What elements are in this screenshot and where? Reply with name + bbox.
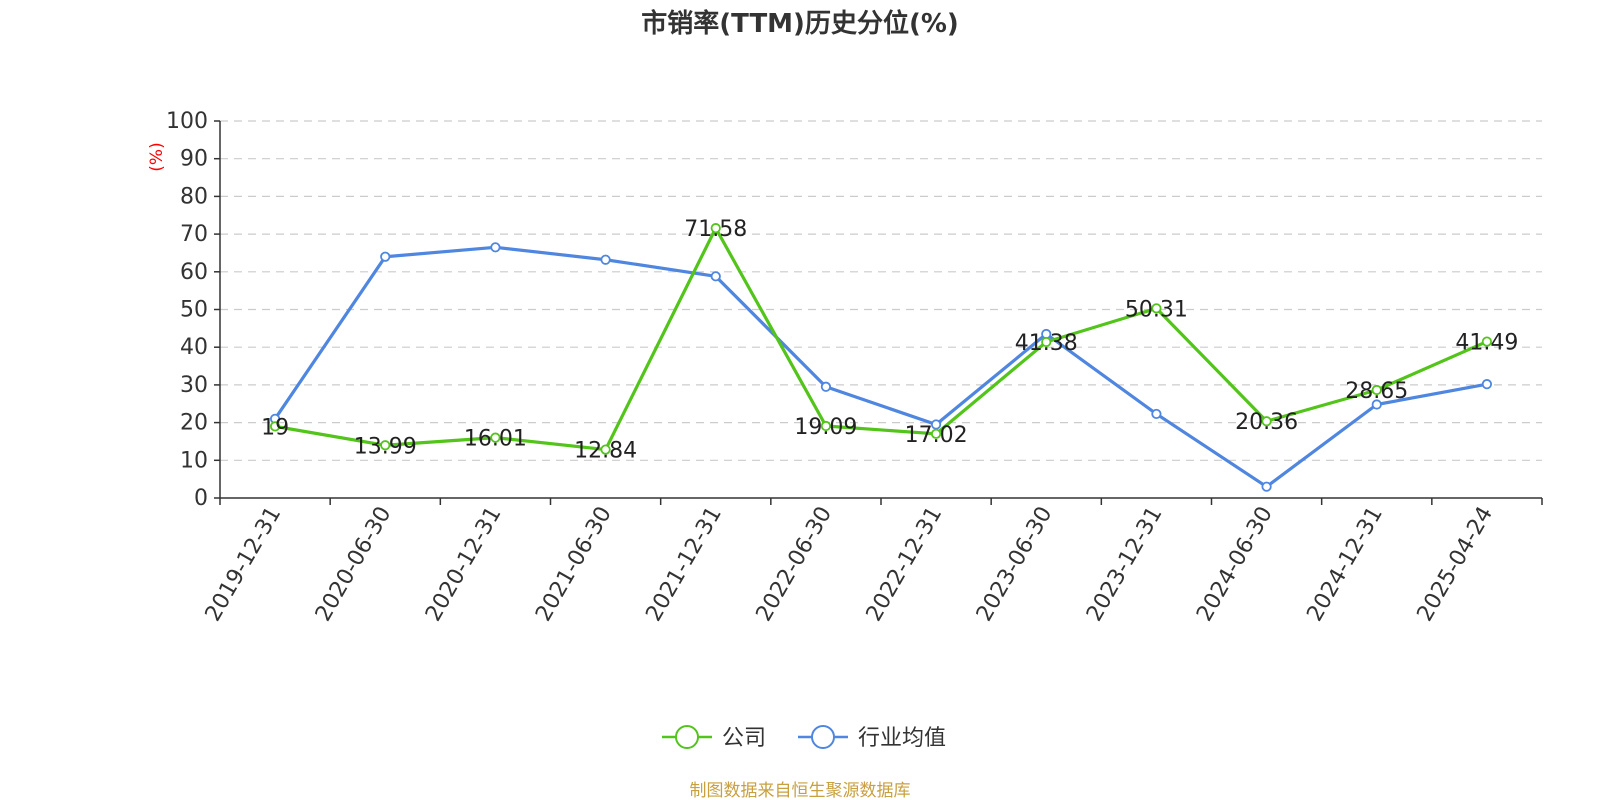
x-tick-label: 2022-06-30 [752,503,838,626]
y-tick-label: 50 [180,298,208,323]
x-tick-label: 2021-06-30 [531,503,617,626]
data-point [1481,336,1493,347]
data-point [1371,384,1382,396]
data-label: 41.49 [1455,331,1518,356]
x-tick-label: 2024-06-30 [1192,503,1278,626]
data-label: 19 [261,415,289,440]
data-labels: 19 13.99 16.01 12.84 71.58 19.09 17.02 41.38 50.… [261,217,1518,463]
axes: 0 10 20 30 40 50 60 70 80 90 100 2019-12-31 2020-06-… [166,109,1543,626]
grid-lines [220,120,1542,461]
x-tick-label: 2020-06-30 [311,503,397,626]
data-label: 13.99 [354,434,417,459]
legend[interactable]: 公司 行业均值 [662,725,946,751]
data-point [600,444,611,455]
legend-marker-icon [675,725,699,749]
data-point [1151,408,1162,420]
y-tick-label: 100 [166,109,208,134]
series-行业均值 [269,242,1493,492]
data-point [380,251,391,262]
data-label: 71.58 [684,217,747,242]
data-point [380,440,391,451]
y-tick-label: 10 [180,448,208,473]
x-tick-label: 2023-12-31 [1082,503,1168,626]
y-tick-label: 80 [180,184,208,209]
x-tick-label: 2024-12-31 [1302,503,1388,626]
y-tick-label: 60 [180,260,208,285]
legend-item-1[interactable]: 行业均值 [798,725,946,751]
data-point [1481,379,1493,390]
y-tick-label: 40 [180,335,208,360]
data-label: 12.84 [574,439,637,464]
x-tick-label: 2025-04-24 [1413,503,1499,626]
data-point [490,242,501,253]
legend-item-0[interactable]: 公司 [662,725,766,751]
x-tick-label: 2023-06-30 [972,503,1058,626]
data-label: 16.01 [464,427,527,452]
y-tick-label: 90 [180,147,208,172]
data-point [710,223,721,234]
chart-title: 市销率(TTM)历史分位(%) [641,8,959,39]
data-point [1151,303,1162,314]
data-point [1041,336,1052,348]
data-label: 20.36 [1235,410,1298,435]
data-point [710,271,721,282]
x-tick-label: 2021-12-31 [641,503,727,626]
x-tick-label: 2020-12-31 [421,502,507,625]
data-point [1371,399,1382,410]
legend-label: 行业均值 [858,726,946,751]
series-公司 [269,223,1493,455]
y-tick-label: 70 [180,222,208,247]
data-point [820,420,832,432]
data-point [600,254,611,265]
data-point [930,419,942,430]
x-tick-label: 2022-12-31 [862,502,948,625]
data-label: 19.09 [794,415,857,440]
y-tick-label: 0 [194,486,208,511]
series-line [273,245,1488,489]
series-lines [269,223,1493,492]
data-point [930,428,942,439]
x-tick-label: 2019-12-31 [201,503,287,626]
data-label: 50.31 [1125,297,1188,322]
series-line [274,226,1488,452]
y-tick-label: 30 [180,373,208,398]
data-point [269,421,281,432]
data-label: 17.02 [905,423,968,448]
source-note: 制图数据来自恒生聚源数据库 [690,781,911,800]
data-label: 28.65 [1345,379,1408,404]
y-tick-label: 20 [180,411,208,436]
data-label: 41.38 [1015,331,1078,356]
y-axis-label: (%) [147,142,167,171]
data-point [1261,416,1272,427]
legend-marker-icon [811,725,835,749]
data-point [1261,481,1272,492]
data-point [820,381,832,392]
legend-label: 公司 [722,726,766,751]
data-point [490,432,501,443]
